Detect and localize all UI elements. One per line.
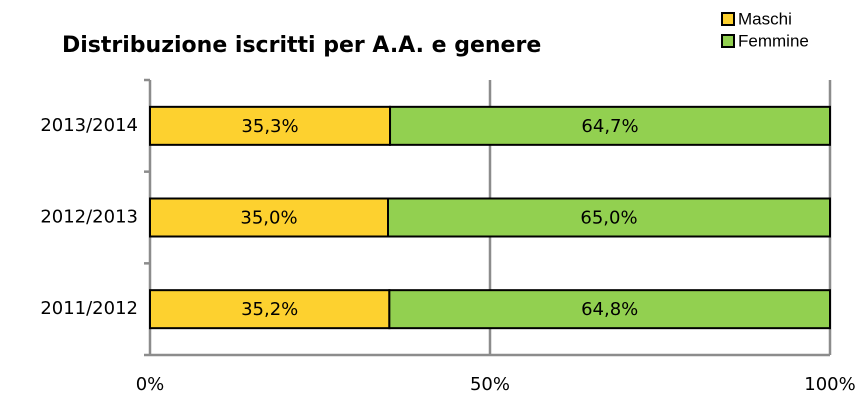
data-label: 64,7% [581, 116, 638, 137]
x-tick-label: 0% [136, 374, 165, 395]
x-tick-label: 100% [804, 374, 855, 395]
data-label: 64,8% [581, 299, 638, 320]
data-label: 35,3% [241, 116, 298, 137]
data-label: 65,0% [580, 208, 637, 229]
bar [389, 105, 831, 146]
legend-swatch [721, 12, 735, 26]
legend-swatch [721, 34, 735, 48]
y-tick-label: 2013/2014 [40, 115, 138, 136]
bar [149, 289, 391, 330]
legend-label: Maschi [738, 9, 792, 28]
y-tick-label: 2012/2013 [40, 207, 138, 228]
data-label: 35,0% [240, 208, 297, 229]
legend-label: Femmine [738, 31, 809, 50]
y-tick-label: 2011/2012 [40, 298, 138, 319]
chart-title: Distribuzione iscritti per A.A. e genere [62, 33, 541, 58]
bar [387, 197, 831, 238]
data-label: 35,2% [241, 299, 298, 320]
x-tick-label: 50% [470, 374, 510, 395]
bar [388, 289, 831, 330]
